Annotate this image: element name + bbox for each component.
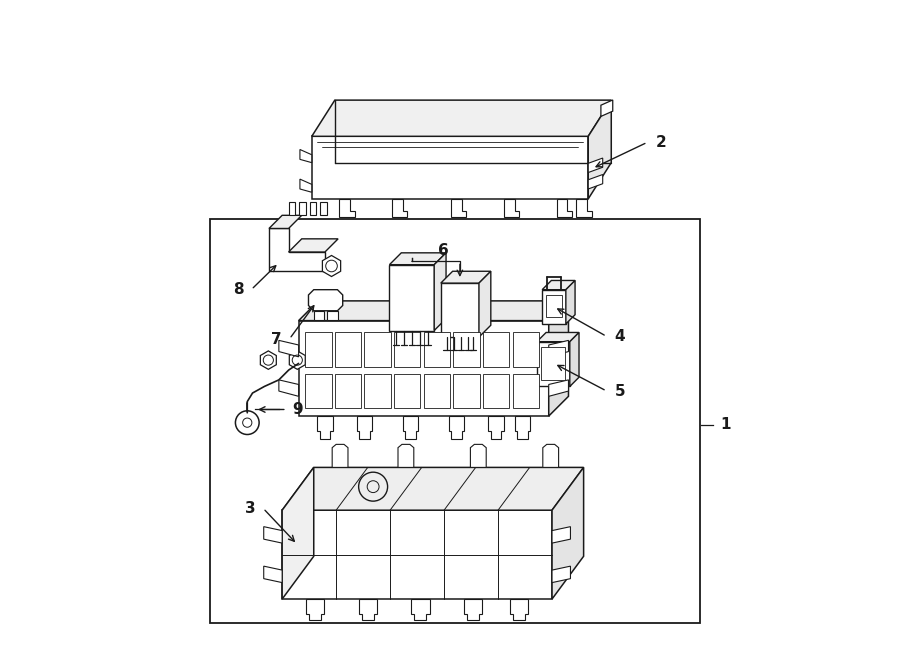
Polygon shape — [441, 271, 491, 283]
Polygon shape — [510, 599, 528, 620]
Text: 5: 5 — [615, 383, 626, 399]
Polygon shape — [479, 271, 490, 337]
Bar — [454, 332, 480, 367]
Polygon shape — [311, 100, 611, 136]
Text: 6: 6 — [438, 243, 449, 258]
Bar — [313, 311, 324, 320]
Polygon shape — [289, 351, 305, 369]
Polygon shape — [552, 467, 583, 599]
Polygon shape — [402, 416, 418, 439]
Bar — [483, 373, 509, 408]
Bar — [512, 373, 539, 408]
Text: 3: 3 — [245, 501, 256, 516]
Polygon shape — [306, 599, 324, 620]
Text: 7: 7 — [271, 332, 282, 346]
Polygon shape — [589, 175, 603, 189]
Polygon shape — [549, 340, 569, 357]
Bar — [364, 332, 391, 367]
Bar — [210, 219, 700, 623]
Bar — [364, 373, 391, 408]
Bar — [512, 332, 539, 367]
Polygon shape — [320, 202, 327, 215]
Bar — [305, 373, 331, 408]
Polygon shape — [260, 351, 276, 369]
Polygon shape — [589, 158, 603, 173]
Polygon shape — [552, 566, 571, 582]
Bar — [394, 373, 420, 408]
Polygon shape — [434, 253, 446, 330]
Polygon shape — [309, 290, 343, 311]
Polygon shape — [390, 264, 434, 330]
Polygon shape — [264, 527, 283, 543]
Bar — [305, 332, 331, 367]
Bar — [424, 332, 450, 367]
Text: 2: 2 — [655, 135, 666, 150]
Polygon shape — [488, 416, 504, 439]
Polygon shape — [358, 599, 377, 620]
Polygon shape — [299, 321, 549, 416]
Polygon shape — [269, 215, 302, 229]
Polygon shape — [589, 100, 611, 199]
Polygon shape — [269, 229, 325, 271]
Bar — [542, 347, 565, 380]
Text: 9: 9 — [292, 402, 302, 417]
Polygon shape — [398, 444, 414, 467]
Polygon shape — [556, 199, 572, 217]
Polygon shape — [542, 290, 566, 324]
Polygon shape — [449, 416, 464, 439]
Polygon shape — [356, 416, 373, 439]
Polygon shape — [549, 301, 569, 416]
Polygon shape — [411, 599, 429, 620]
Polygon shape — [299, 301, 569, 321]
Polygon shape — [451, 199, 466, 217]
Polygon shape — [441, 283, 479, 337]
Bar — [483, 332, 509, 367]
Polygon shape — [552, 527, 571, 543]
Polygon shape — [264, 566, 283, 582]
Polygon shape — [310, 202, 316, 215]
Polygon shape — [283, 467, 583, 510]
Polygon shape — [339, 199, 355, 217]
Polygon shape — [515, 416, 530, 439]
Polygon shape — [299, 202, 306, 215]
Circle shape — [243, 418, 252, 427]
Bar — [394, 332, 420, 367]
Polygon shape — [322, 255, 340, 276]
Polygon shape — [300, 149, 311, 163]
Polygon shape — [289, 202, 295, 215]
Text: 8: 8 — [233, 282, 243, 297]
Bar — [335, 332, 361, 367]
Bar — [546, 295, 562, 317]
Polygon shape — [566, 280, 575, 324]
Polygon shape — [390, 253, 446, 264]
Bar — [424, 373, 450, 408]
Polygon shape — [300, 179, 311, 192]
Polygon shape — [542, 280, 575, 290]
Polygon shape — [504, 199, 519, 217]
Polygon shape — [283, 510, 552, 599]
Polygon shape — [332, 444, 348, 467]
Polygon shape — [289, 239, 338, 252]
Polygon shape — [279, 380, 299, 397]
Polygon shape — [317, 416, 333, 439]
Bar — [328, 311, 338, 320]
Polygon shape — [464, 599, 482, 620]
Text: 1: 1 — [720, 417, 731, 432]
Text: 4: 4 — [615, 329, 626, 344]
Bar — [335, 373, 361, 408]
Polygon shape — [601, 100, 613, 116]
Polygon shape — [311, 136, 589, 199]
Polygon shape — [537, 342, 570, 387]
Polygon shape — [283, 467, 314, 599]
Polygon shape — [543, 444, 559, 467]
Bar — [454, 373, 480, 408]
Polygon shape — [471, 444, 486, 467]
Polygon shape — [537, 332, 579, 342]
Polygon shape — [392, 199, 407, 217]
Polygon shape — [279, 340, 299, 357]
Polygon shape — [570, 332, 579, 387]
Polygon shape — [549, 380, 569, 397]
Polygon shape — [576, 199, 591, 217]
